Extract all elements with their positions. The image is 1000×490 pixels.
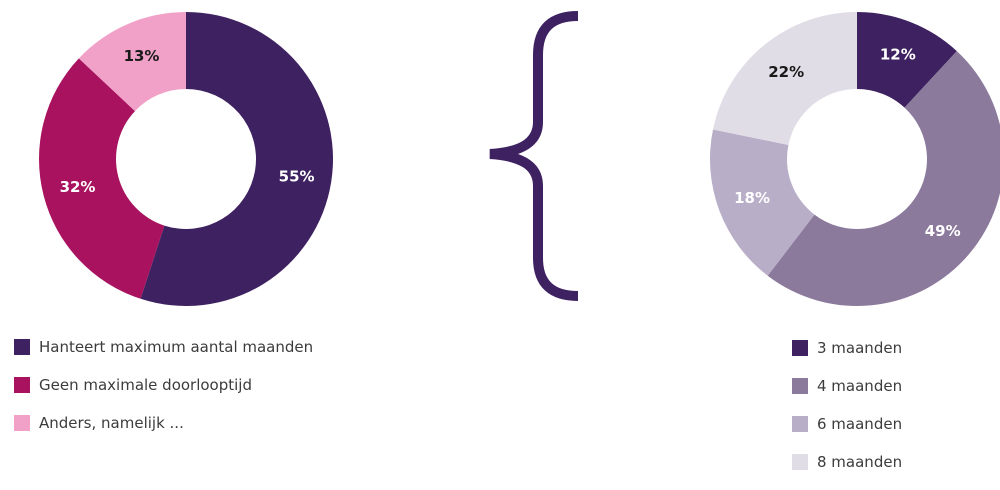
legend-left: Hanteert maximum aantal maanden Geen max… <box>14 337 313 451</box>
legend-swatch <box>14 377 30 393</box>
legend-swatch <box>14 415 30 431</box>
legend-label: Anders, namelijk ... <box>39 414 184 432</box>
legend-swatch <box>792 416 808 432</box>
slice-value-label: 13% <box>124 47 160 65</box>
legend-label: 4 maanden <box>817 377 903 395</box>
charts-canvas: 55% 32% 13% 12% 49% 18% 22% <box>38 11 1000 306</box>
slice-value-label: 49% <box>925 222 961 240</box>
legend-item: 6 maanden <box>792 414 902 434</box>
donut-chart-left: 55% 32% 13% <box>38 12 334 306</box>
donut-slice <box>767 51 1000 306</box>
legend-item: 4 maanden <box>792 376 902 396</box>
legend-item: Anders, namelijk ... <box>14 413 313 433</box>
slice-value-label: 22% <box>768 63 804 81</box>
legend-label: Hanteert maximum aantal maanden <box>39 338 314 356</box>
legend-right: 3 maanden 4 maanden 6 maanden 8 maanden <box>792 338 902 490</box>
donut-slice <box>78 12 186 112</box>
donut-slice <box>710 129 815 276</box>
legend-item: 8 maanden <box>792 452 902 472</box>
slice-value-label: 18% <box>734 189 770 207</box>
legend-swatch <box>792 340 808 356</box>
donut-slice <box>857 12 957 108</box>
curly-brace-connector <box>489 11 579 301</box>
legend-swatch <box>792 454 808 470</box>
legend-item: Hanteert maximum aantal maanden <box>14 337 313 357</box>
legend-label: 3 maanden <box>817 339 903 357</box>
slice-value-label: 55% <box>279 168 315 186</box>
donut-slice <box>140 12 334 306</box>
donut-slice <box>712 12 857 145</box>
legend-swatch <box>792 378 808 394</box>
legend-item: Geen maximale doorlooptijd <box>14 375 313 395</box>
slice-value-label: 12% <box>880 46 916 64</box>
donut-slice <box>38 58 165 299</box>
legend-label: 6 maanden <box>817 415 903 433</box>
legend-swatch <box>14 339 30 355</box>
legend-item: 3 maanden <box>792 338 902 358</box>
legend-label: Geen maximale doorlooptijd <box>39 376 252 394</box>
legend-label: 8 maanden <box>817 453 903 471</box>
slice-value-label: 32% <box>60 178 96 196</box>
donut-chart-right: 12% 49% 18% 22% <box>710 12 1000 306</box>
